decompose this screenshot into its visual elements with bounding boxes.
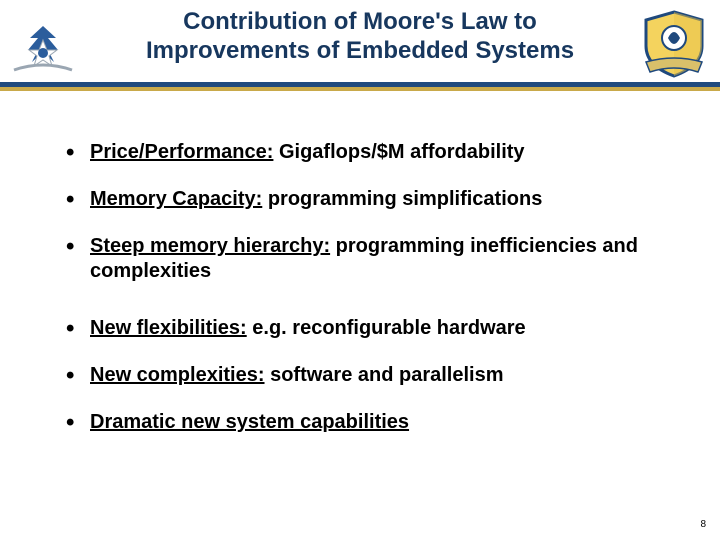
usaf-wings-logo: [8, 20, 78, 75]
bullet-lead: New complexities:: [90, 364, 265, 386]
bullet-list: Price/Performance: Gigaflops/$M affordab…: [66, 140, 670, 435]
page-number: 8: [700, 519, 706, 530]
bullet-lead: New flexibilities:: [90, 317, 247, 339]
slide-header: Contribution of Moore's Law to Improveme…: [0, 0, 720, 100]
bullet-item: Memory Capacity: programming simplificat…: [66, 187, 670, 212]
afosr-shield-logo: [636, 6, 712, 82]
bullet-item: Dramatic new system capabilities: [66, 410, 670, 435]
bullet-lead: Steep memory hierarchy:: [90, 235, 330, 257]
slide-title: Contribution of Moore's Law to Improveme…: [0, 8, 720, 66]
slide-content: Price/Performance: Gigaflops/$M affordab…: [0, 100, 720, 435]
bullet-item: New flexibilities: e.g. reconfigurable h…: [66, 316, 670, 341]
divider-gold-bar: [0, 87, 720, 91]
bullet-item: New complexities: software and paralleli…: [66, 363, 670, 388]
bullet-item: Steep memory hierarchy: programming inef…: [66, 234, 670, 284]
title-line-1: Contribution of Moore's Law to: [183, 8, 537, 35]
header-divider: [0, 82, 720, 91]
bullet-lead: Price/Performance:: [90, 141, 273, 163]
bullet-group-gap: [66, 306, 670, 316]
bullet-lead: Memory Capacity:: [90, 188, 262, 210]
bullet-rest: software and parallelism: [265, 364, 504, 386]
bullet-rest: programming simplifications: [262, 188, 542, 210]
bullet-rest: Gigaflops/$M affordability: [273, 141, 524, 163]
title-line-2: Improvements of Embedded Systems: [146, 37, 574, 64]
bullet-item: Price/Performance: Gigaflops/$M affordab…: [66, 140, 670, 165]
bullet-rest: e.g. reconfigurable hardware: [247, 317, 526, 339]
bullet-lead: Dramatic new system capabilities: [90, 411, 409, 433]
